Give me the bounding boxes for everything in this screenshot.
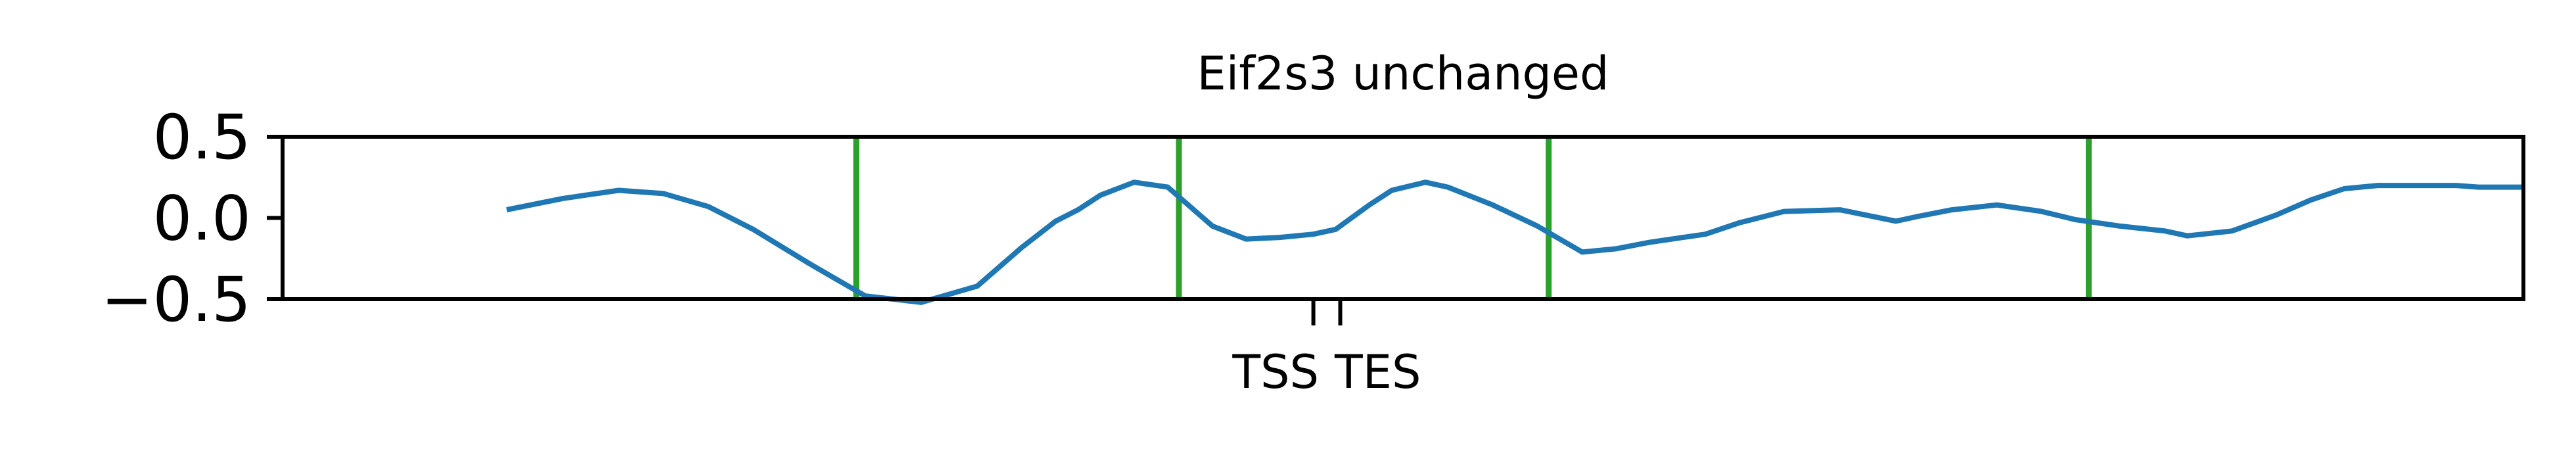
y-tick-label-3: −0.5 xyxy=(101,264,251,336)
axes-frame xyxy=(281,135,2525,301)
chart-title: Eif2s3 unchanged xyxy=(1197,47,1609,101)
y-axis: 0.5 0.0 −0.5 xyxy=(101,102,283,336)
x-tick-label-1: TSS xyxy=(1231,345,1319,399)
series-line-1 xyxy=(506,179,2523,305)
y-tick-label-1: 0.5 xyxy=(153,102,252,174)
x-tick-label-2: TES xyxy=(1334,345,1421,399)
x-axis: TSS TES xyxy=(1231,299,1421,399)
plot-area xyxy=(506,137,2523,305)
y-tick-label-2: 0.0 xyxy=(153,183,252,255)
